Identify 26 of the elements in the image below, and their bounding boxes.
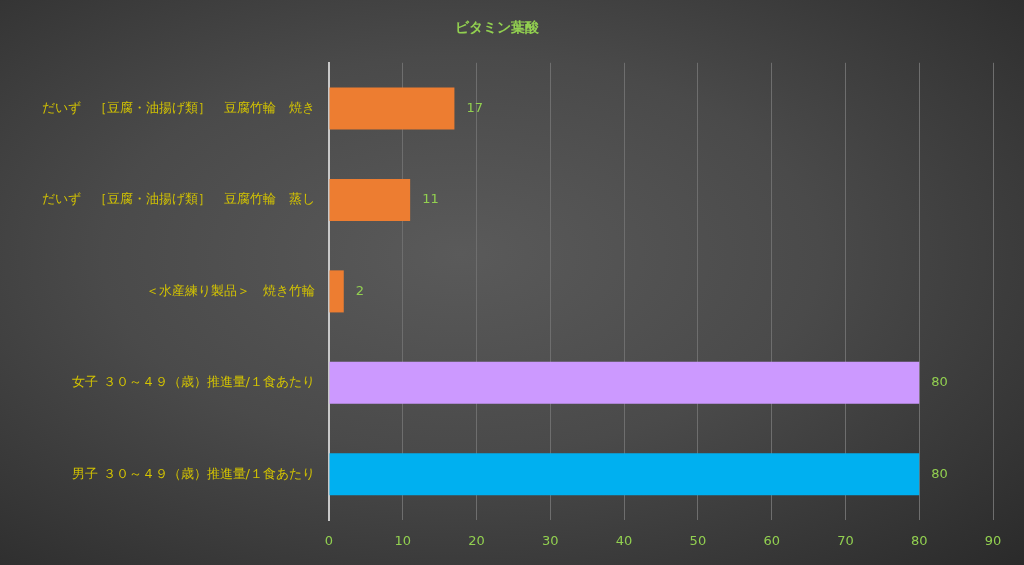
x-tick-label: 20 bbox=[468, 533, 485, 549]
data-label: 80 bbox=[931, 374, 948, 390]
y-tick-label: ＜水産練り製品＞ 焼き竹輪 bbox=[146, 282, 315, 298]
chart-title: ビタミン葉酸 bbox=[454, 19, 540, 36]
y-tick-label: 男子 ３０～４９（歳）推進量/１食あたり bbox=[72, 465, 315, 481]
bar bbox=[329, 178, 411, 221]
y-tick-label: だいず ［豆腐・油揚げ類］ 豆腐竹輪 蒸し bbox=[42, 191, 315, 207]
y-tick-label: 女子 ３０～４９（歳）推進量/１食あたり bbox=[72, 374, 315, 390]
data-label: 11 bbox=[422, 191, 439, 207]
x-tick-label: 40 bbox=[615, 533, 633, 549]
x-tick-label: 90 bbox=[984, 533, 1002, 549]
x-tick-label: 60 bbox=[763, 533, 780, 549]
bar bbox=[329, 87, 455, 130]
x-tick-label: 0 bbox=[324, 533, 334, 549]
x-tick-label: 10 bbox=[394, 533, 412, 549]
x-tick-label: 30 bbox=[542, 533, 559, 549]
x-tick-label: 70 bbox=[837, 533, 854, 549]
bar bbox=[329, 270, 344, 313]
bar bbox=[329, 453, 920, 496]
x-tick-label: 80 bbox=[910, 533, 928, 549]
bar bbox=[329, 361, 920, 404]
x-tick-label: 50 bbox=[689, 533, 707, 549]
data-label: 17 bbox=[466, 99, 483, 115]
y-tick-label: だいず ［豆腐・油揚げ類］ 豆腐竹輪 焼き bbox=[42, 99, 315, 115]
data-label: 80 bbox=[931, 465, 948, 481]
data-label: 2 bbox=[355, 282, 365, 298]
